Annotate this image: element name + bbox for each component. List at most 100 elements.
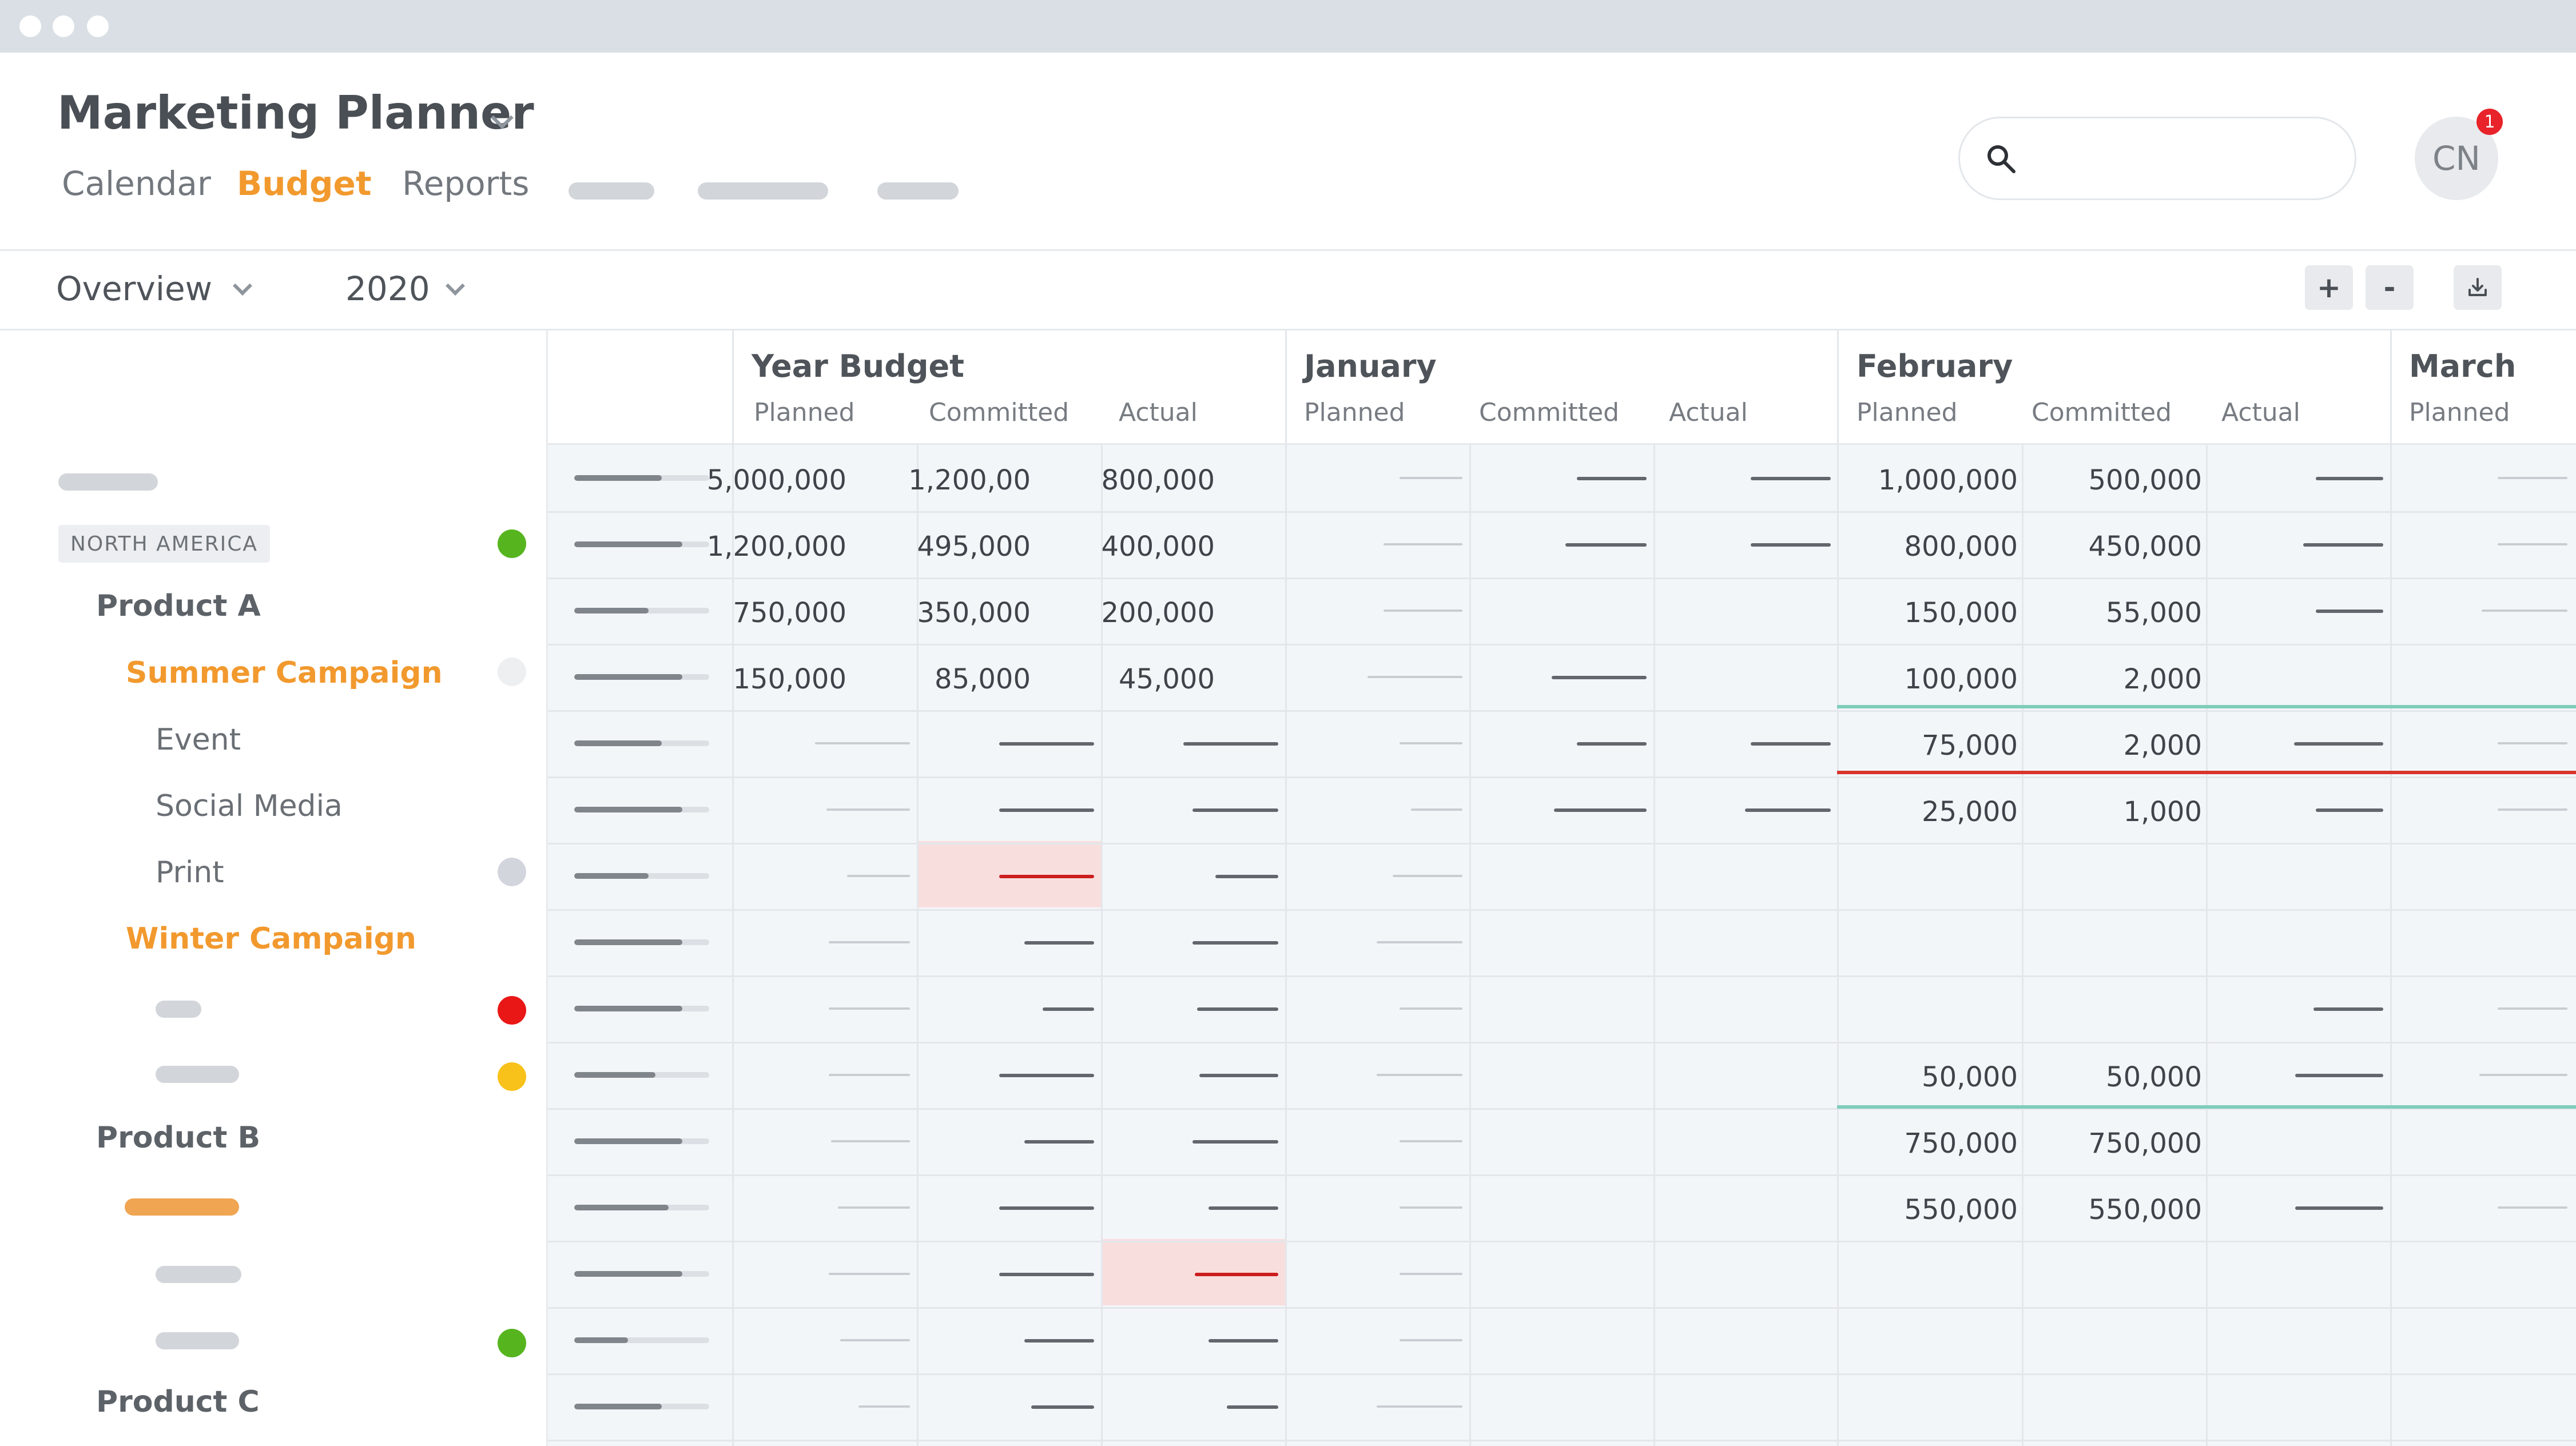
cell-feb-planned[interactable]: 1,000,000	[1878, 464, 2018, 496]
empty-value-dash	[1192, 808, 1278, 812]
avatar[interactable]: CN	[2415, 117, 2498, 200]
empty-value-dash	[2295, 1206, 2383, 1210]
row-progress-bar	[574, 740, 709, 746]
cell-yb-planned[interactable]: 150,000	[733, 663, 847, 695]
cell-yb-planned[interactable]: 5,000,000	[706, 464, 846, 496]
sidebar-placeholder-highlighted[interactable]	[125, 1198, 239, 1216]
sidebar-placeholder[interactable]	[156, 1332, 239, 1349]
window-close-dot[interactable]	[19, 15, 41, 37]
empty-value-dash	[1192, 1140, 1278, 1144]
window-minimize-dot[interactable]	[53, 15, 74, 37]
sidebar-item-event[interactable]: Event	[156, 723, 241, 757]
cell-yb-actual[interactable]: 400,000	[1101, 531, 1215, 563]
grid-column-divider	[732, 330, 734, 1446]
sidebar-placeholder[interactable]	[156, 1266, 241, 1283]
sidebar-item-winter-campaign[interactable]: Winter Campaign	[126, 922, 416, 956]
view-select[interactable]: Overview	[56, 269, 213, 308]
cell-yb-committed[interactable]: 495,000	[917, 531, 1031, 563]
status-dot-red	[498, 996, 526, 1025]
empty-value-dash	[1552, 676, 1647, 679]
tab-reports[interactable]: Reports	[402, 164, 530, 203]
cell-feb-committed[interactable]: 2,000	[2123, 730, 2202, 762]
sidebar-item-print[interactable]: Print	[156, 855, 224, 890]
cell-feb-planned[interactable]: 150,000	[1904, 597, 2018, 629]
sidebar-item-product-b[interactable]: Product B	[96, 1121, 261, 1155]
cell-yb-actual[interactable]: 800,000	[1101, 464, 1215, 496]
empty-value-dash	[999, 1273, 1094, 1276]
empty-value-dash	[1751, 742, 1831, 746]
window-maximize-dot[interactable]	[87, 15, 109, 37]
sidebar-placeholder[interactable]	[156, 1066, 239, 1083]
year-chevron-down-icon[interactable]	[446, 276, 465, 296]
cell-yb-actual[interactable]: 45,000	[1119, 663, 1215, 695]
jan-committed-subheader: Committed	[1479, 398, 1620, 427]
cell-feb-committed[interactable]: 750,000	[2088, 1128, 2203, 1160]
cell-feb-planned[interactable]: 75,000	[1922, 730, 2018, 762]
tab-placeholder[interactable]	[569, 182, 654, 200]
download-button[interactable]	[2454, 265, 2502, 310]
over-budget-cell[interactable]	[917, 841, 1101, 907]
cell-yb-actual[interactable]: 200,000	[1101, 597, 1215, 629]
cell-feb-committed[interactable]: 1,000	[2123, 796, 2202, 828]
sidebar-placeholder[interactable]	[156, 1001, 201, 1018]
jan-planned-subheader: Planned	[1304, 398, 1405, 427]
cell-feb-planned[interactable]: 550,000	[1904, 1194, 2018, 1226]
sidebar-item-summer-campaign[interactable]: Summer Campaign	[126, 656, 443, 690]
grid-column-divider	[1653, 445, 1655, 1446]
cell-yb-planned[interactable]: 750,000	[733, 597, 847, 629]
cell-feb-planned[interactable]: 100,000	[1904, 663, 2018, 695]
budget-grid: Year Budget January February March Plann…	[548, 330, 2576, 1446]
tab-placeholder[interactable]	[877, 182, 959, 200]
tab-placeholder[interactable]	[698, 182, 828, 200]
empty-value-dash	[1215, 875, 1278, 878]
cell-yb-committed[interactable]: 85,000	[935, 663, 1031, 695]
cell-yb-planned[interactable]: 1,200,000	[706, 531, 846, 563]
tab-calendar[interactable]: Calendar	[62, 164, 211, 203]
sidebar-item-product-a[interactable]: Product A	[96, 589, 261, 623]
grid-column-divider	[1837, 330, 1839, 1446]
over-budget-cell[interactable]	[1101, 1239, 1285, 1305]
zoom-in-button[interactable]: +	[2305, 265, 2353, 310]
region-label[interactable]: NORTH AMERICA	[58, 525, 270, 563]
grid-column-divider	[2022, 445, 2024, 1446]
cell-feb-committed[interactable]: 50,000	[2106, 1061, 2202, 1093]
cell-feb-committed[interactable]: 500,000	[2088, 464, 2203, 496]
view-chevron-down-icon[interactable]	[233, 276, 252, 296]
cell-yb-committed[interactable]: 350,000	[917, 597, 1031, 629]
empty-value-dash	[847, 875, 910, 877]
cell-feb-planned[interactable]: 50,000	[1922, 1061, 2018, 1093]
mar-planned-subheader: Planned	[2409, 398, 2510, 427]
search-input[interactable]	[1958, 117, 2356, 200]
cell-feb-committed[interactable]: 450,000	[2088, 531, 2203, 563]
cell-feb-planned[interactable]: 750,000	[1904, 1128, 2018, 1160]
empty-value-dash	[2316, 610, 2383, 613]
empty-value-dash	[1751, 477, 1831, 480]
empty-value-dash	[2498, 477, 2567, 479]
over-budget-dash	[999, 875, 1094, 878]
empty-value-dash	[1565, 543, 1647, 547]
sidebar-item-product-c[interactable]: Product C	[96, 1385, 260, 1419]
sidebar-item-social-media[interactable]: Social Media	[156, 789, 343, 823]
empty-value-dash	[1400, 742, 1462, 744]
empty-value-dash	[1400, 1140, 1462, 1142]
empty-value-dash	[999, 1074, 1094, 1077]
cell-yb-committed[interactable]: 1,200,00	[908, 464, 1031, 496]
empty-value-dash	[829, 1273, 910, 1275]
status-dot-green	[498, 529, 526, 558]
empty-value-dash	[1183, 742, 1278, 746]
cell-feb-committed[interactable]: 550,000	[2088, 1194, 2203, 1226]
empty-value-dash	[1377, 941, 1462, 943]
cell-feb-planned[interactable]: 25,000	[1922, 796, 2018, 828]
tab-budget[interactable]: Budget	[237, 164, 372, 203]
cell-feb-committed[interactable]: 55,000	[2106, 597, 2202, 629]
grid-row-divider	[548, 1440, 2576, 1441]
empty-value-dash	[2316, 808, 2383, 812]
yb-actual-subheader: Actual	[1119, 398, 1198, 427]
zoom-out-button[interactable]: -	[2366, 265, 2414, 310]
cell-feb-committed[interactable]: 2,000	[2123, 663, 2202, 695]
cell-feb-planned[interactable]: 800,000	[1904, 531, 2018, 563]
grid-row-divider	[548, 1373, 2576, 1375]
empty-value-dash	[999, 742, 1094, 746]
year-select[interactable]: 2020	[345, 269, 430, 308]
sidebar-placeholder[interactable]	[58, 473, 158, 491]
